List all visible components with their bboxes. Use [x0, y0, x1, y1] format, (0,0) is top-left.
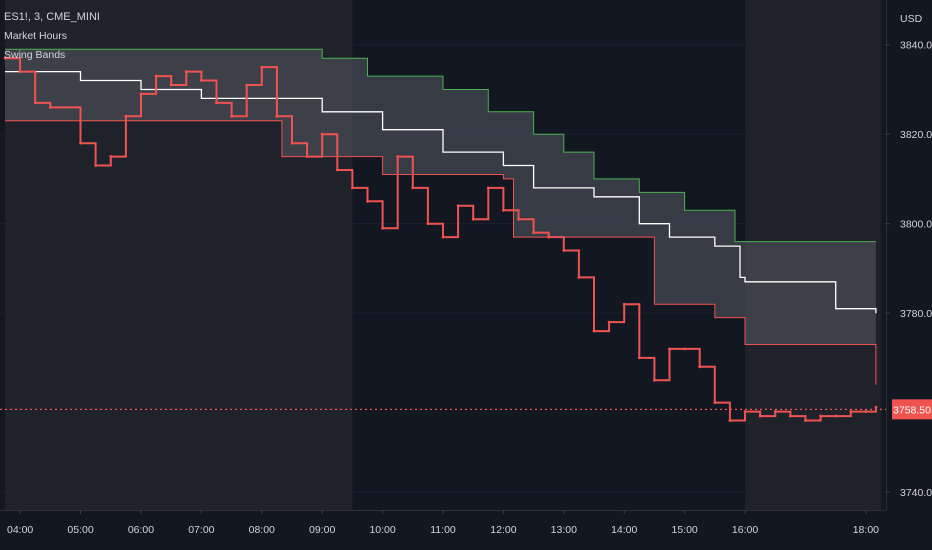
price-tick-label: 3740.00 — [900, 487, 932, 499]
price-point — [502, 208, 505, 212]
price-point — [3, 56, 7, 60]
price-point — [184, 70, 188, 73]
price-point — [94, 164, 98, 167]
time-tick-label: 10:00 — [369, 524, 395, 536]
price-point — [290, 141, 294, 145]
price-point — [834, 414, 838, 418]
currency-label: USD — [900, 13, 923, 25]
upper-band-line — [5, 48, 876, 243]
price-point — [350, 186, 354, 190]
last-price-label: 3758.50 — [893, 404, 931, 416]
price-point — [743, 410, 747, 413]
time-tick-label: 09:00 — [309, 524, 335, 536]
price-point — [864, 410, 868, 413]
price-point — [517, 217, 520, 221]
price-point — [275, 114, 279, 118]
time-tick-label: 16:00 — [732, 524, 758, 536]
price-tick-label: 3780.00 — [900, 308, 932, 320]
price-point — [441, 235, 445, 239]
price-point — [426, 222, 430, 226]
price-point — [728, 419, 732, 422]
price-point — [169, 83, 173, 87]
indicator-market-hours[interactable]: Market Hours — [4, 30, 68, 42]
price-point — [381, 226, 384, 230]
price-series — [3, 56, 878, 422]
time-tick-label: 14:00 — [611, 524, 637, 536]
price-point — [260, 65, 264, 69]
price-point — [456, 204, 460, 208]
price-point — [788, 414, 792, 418]
price-point — [245, 83, 249, 87]
time-tick-label: 04:00 — [7, 524, 33, 536]
price-point — [471, 217, 475, 221]
price-point — [411, 186, 415, 190]
time-tick-label: 13:00 — [551, 524, 577, 536]
price-point — [139, 92, 143, 96]
price-tick-label: 3820.00 — [900, 129, 932, 141]
price-point — [547, 235, 551, 239]
price-point — [849, 410, 853, 413]
last-price-badge — [892, 399, 932, 420]
price-point — [18, 70, 22, 73]
price-point — [819, 414, 822, 418]
time-tick-label: 08:00 — [249, 524, 275, 536]
time-tick-label: 05:00 — [67, 524, 93, 536]
price-point — [230, 114, 233, 118]
price-point — [396, 155, 400, 158]
price-point — [874, 405, 878, 409]
price-point — [79, 141, 82, 145]
price-axis: USD 3840.00 3820.00 3800.00 3780.00 3740.00 37… — [886, 0, 932, 550]
chart-legend: ES1!, 3, CME_MINI Market Hours Swing Ban… — [4, 8, 100, 65]
price-point — [592, 329, 596, 333]
price-point — [653, 378, 656, 382]
price-point — [109, 155, 113, 158]
price-point — [637, 356, 641, 360]
price-point — [668, 347, 671, 351]
time-tick-label: 11:00 — [430, 524, 456, 536]
time-axis-background — [0, 510, 886, 550]
price-point — [562, 249, 566, 252]
price-point — [622, 302, 626, 306]
price-point — [758, 414, 762, 418]
price-point — [199, 79, 203, 82]
time-tick-label: 18:00 — [853, 524, 879, 536]
band-fill — [5, 49, 876, 385]
price-point — [305, 155, 309, 158]
price-tick-label: 3840.00 — [900, 40, 932, 52]
price-point — [335, 168, 339, 172]
price-point — [773, 410, 777, 413]
price-point — [698, 365, 702, 369]
price-point — [48, 105, 52, 109]
price-point — [215, 101, 218, 105]
price-point — [486, 186, 490, 190]
price-point — [683, 347, 687, 351]
price-tick-label: 3800.00 — [900, 219, 932, 231]
price-point — [154, 74, 158, 78]
price-point — [804, 419, 807, 422]
price-point — [607, 320, 611, 324]
time-tick-label: 15:00 — [671, 524, 697, 536]
price-point — [577, 275, 581, 279]
mid-band-line — [5, 70, 877, 314]
time-tick-label: 12:00 — [490, 524, 516, 536]
time-tick-label: 07:00 — [188, 524, 214, 536]
price-axis-background — [886, 0, 932, 550]
price-point — [366, 199, 369, 203]
price-point — [713, 401, 717, 405]
price-point — [124, 114, 128, 118]
symbol-label[interactable]: ES1!, 3, CME_MINI — [4, 11, 100, 23]
price-point — [532, 231, 536, 235]
price-point — [320, 132, 324, 136]
price-point — [33, 101, 37, 105]
price-line — [5, 57, 877, 422]
time-axis: 04:00 05:00 06:00 07:00 08:00 09:00 10:00 11:00… — [0, 510, 886, 550]
indicator-swing-bands[interactable]: Swing Bands — [4, 49, 66, 61]
time-tick-label: 06:00 — [128, 524, 154, 536]
